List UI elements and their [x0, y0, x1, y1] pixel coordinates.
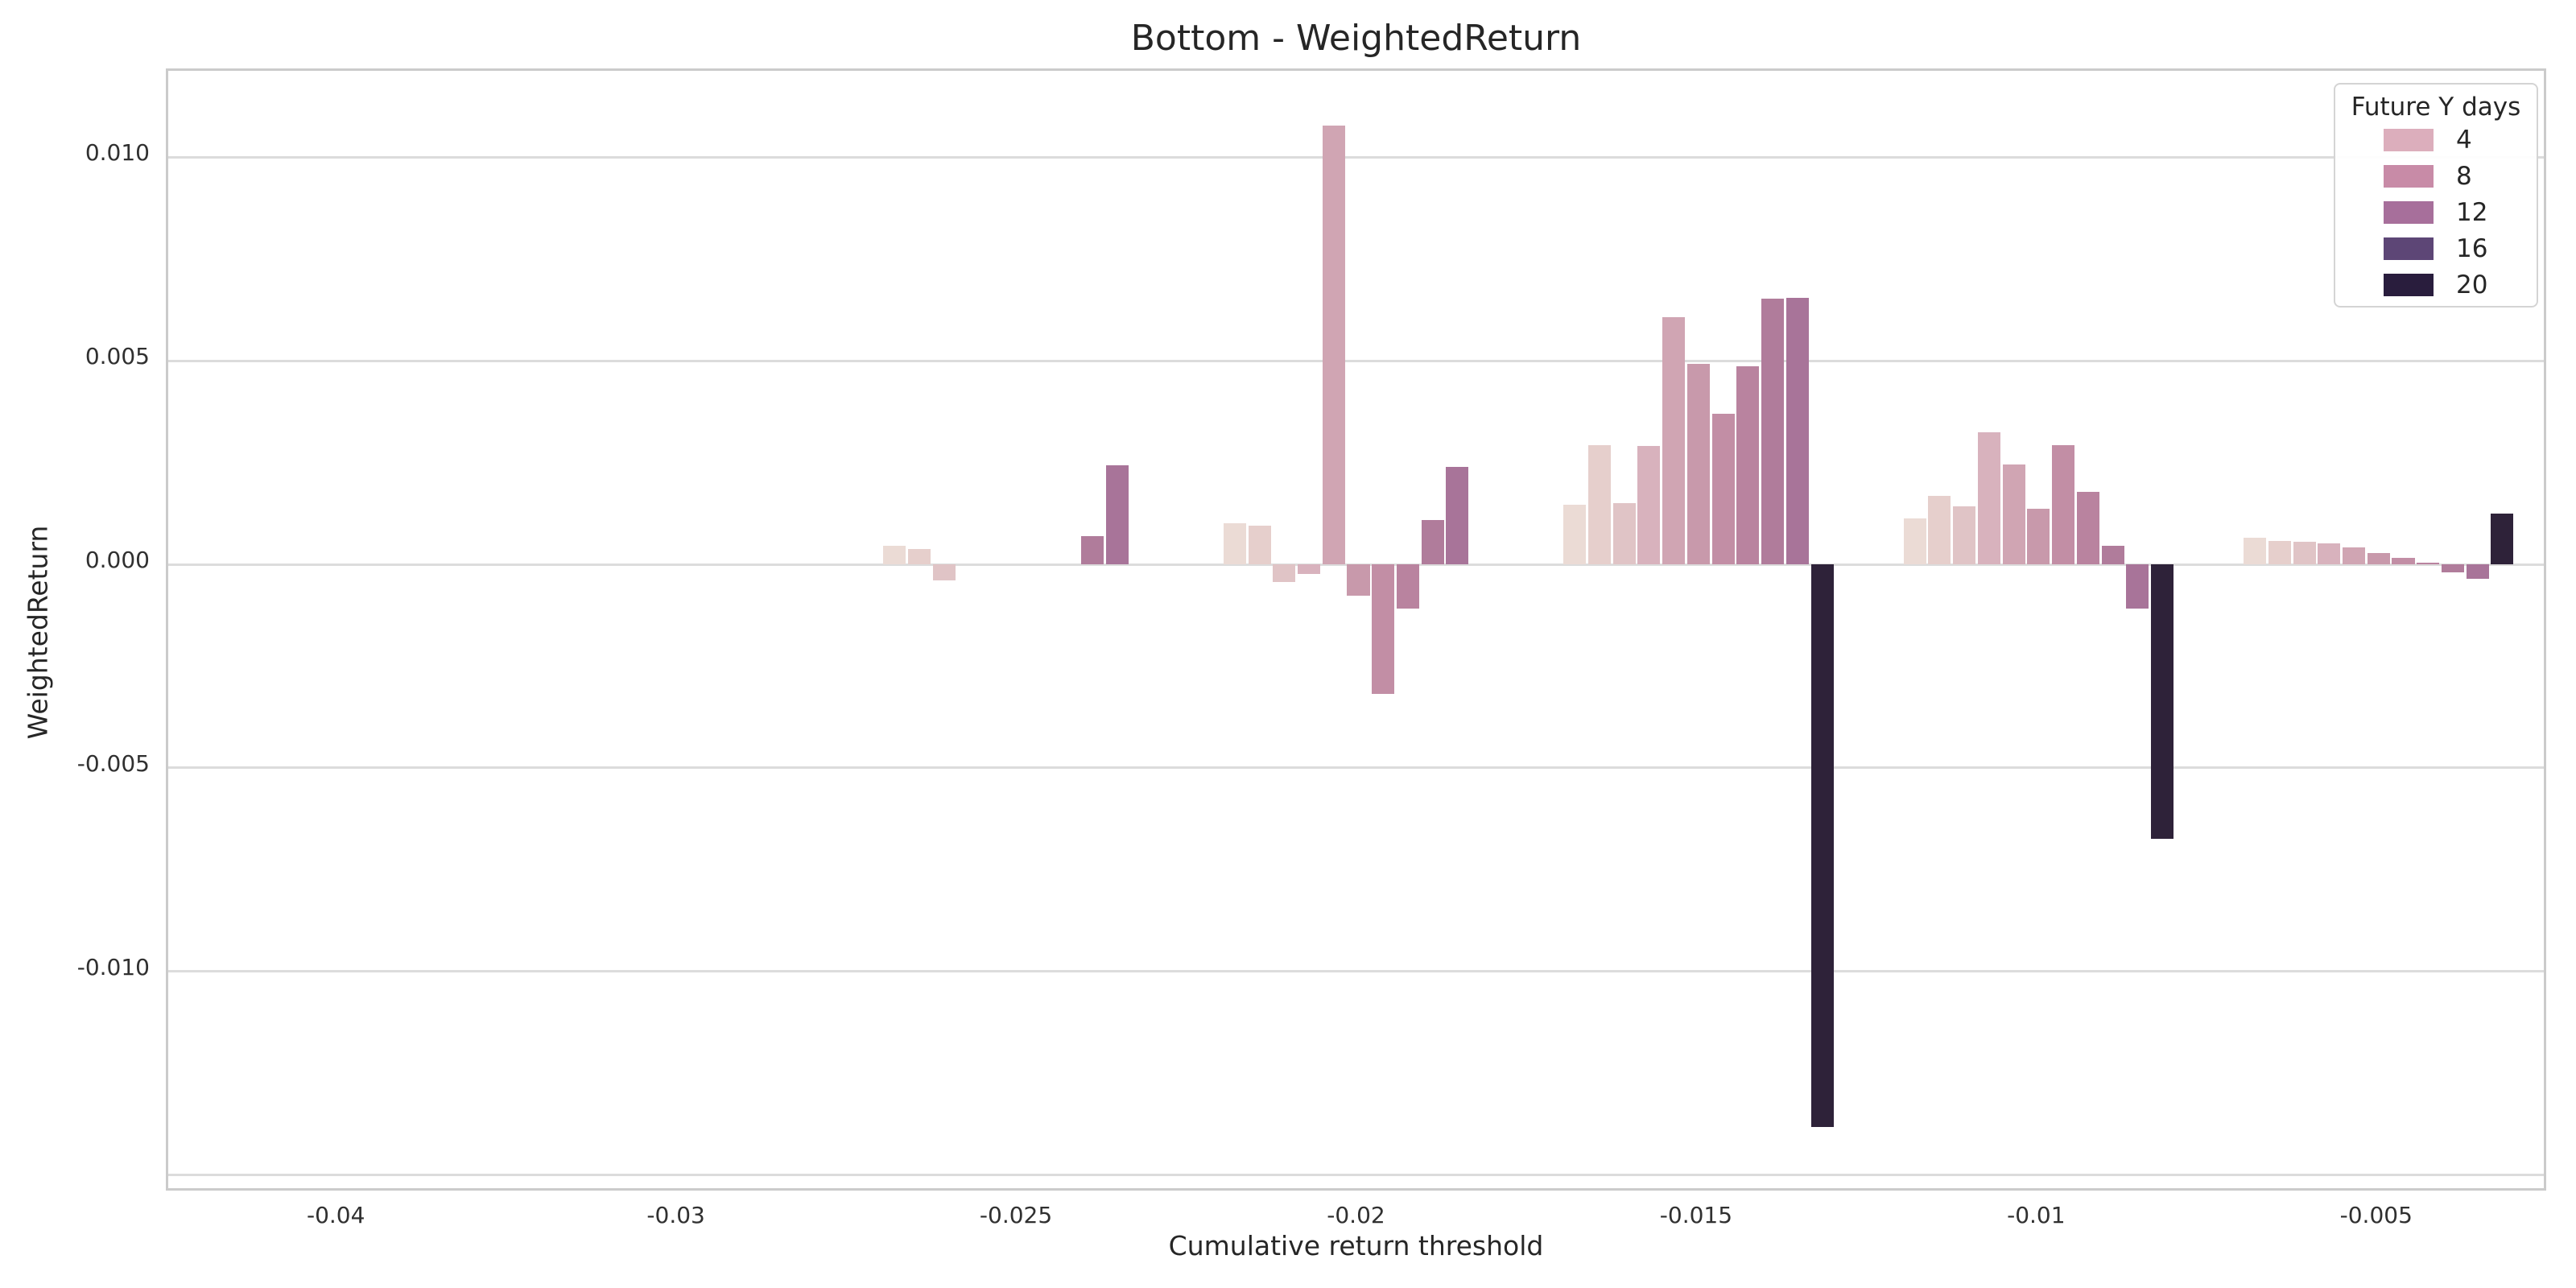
bar[interactable] [2392, 558, 2415, 565]
legend-rows: 4 8 12 16 20 [2335, 122, 2537, 303]
legend-label: 16 [2456, 233, 2488, 263]
x-axis-label: Cumulative return threshold [1168, 1230, 1544, 1261]
legend-title: Future Y days [2351, 93, 2521, 122]
legend-entry: 4 [2335, 122, 2537, 158]
plot-area [166, 68, 2546, 1191]
bar[interactable] [1977, 431, 2000, 565]
bar[interactable] [1928, 496, 1951, 565]
bar[interactable] [883, 546, 906, 565]
legend-swatch [2384, 164, 2434, 188]
bar[interactable] [932, 564, 956, 581]
bar[interactable] [2244, 537, 2267, 565]
x-axis-tick-label: -0.01 [2007, 1202, 2066, 1228]
bar[interactable] [1081, 535, 1104, 565]
legend-label: 8 [2456, 161, 2472, 191]
bar[interactable] [1421, 520, 1444, 565]
bar[interactable] [2491, 513, 2514, 565]
bar[interactable] [1686, 363, 1710, 565]
gridline [168, 155, 2544, 159]
bar[interactable] [2126, 564, 2149, 609]
gridline [168, 766, 2544, 770]
legend-entry: 20 [2335, 266, 2537, 303]
x-axis-tick-label: -0.04 [306, 1202, 365, 1228]
bar[interactable] [1248, 525, 1271, 565]
legend-swatch [2384, 200, 2434, 224]
bar[interactable] [1785, 297, 1809, 565]
bar[interactable] [1347, 564, 1370, 596]
x-axis-tick-label: -0.025 [979, 1202, 1053, 1228]
bar[interactable] [2052, 444, 2075, 565]
bar[interactable] [2101, 545, 2124, 565]
bar[interactable] [1563, 505, 1587, 565]
x-axis-tick-label: -0.015 [1659, 1202, 1733, 1228]
y-axis-label: WeightedReturn [22, 525, 54, 740]
bar[interactable] [1223, 522, 1246, 565]
legend: Future Y days 4 8 12 16 20 [2334, 83, 2538, 308]
bar[interactable] [1736, 366, 1760, 565]
y-axis-tick-label: 0.000 [85, 547, 150, 574]
bar[interactable] [2268, 541, 2291, 565]
legend-label: 4 [2456, 125, 2472, 155]
bar[interactable] [2002, 464, 2025, 565]
gridline [168, 1174, 2544, 1177]
bar[interactable] [1588, 445, 1612, 565]
legend-swatch [2384, 128, 2434, 151]
bar[interactable] [1711, 413, 1735, 565]
bar[interactable] [1903, 518, 1926, 565]
bar[interactable] [2293, 542, 2316, 565]
bar[interactable] [2076, 492, 2099, 565]
y-axis-tick-label: 0.010 [85, 139, 150, 167]
bar[interactable] [1662, 316, 1686, 565]
bar[interactable] [1322, 125, 1345, 565]
bar[interactable] [2027, 508, 2050, 565]
legend-entry: 16 [2335, 230, 2537, 266]
bar[interactable] [1612, 502, 1636, 565]
bar[interactable] [2367, 553, 2390, 565]
x-axis-tick-label: -0.02 [1327, 1202, 1385, 1228]
legend-swatch [2384, 237, 2434, 260]
y-axis-tick-label: -0.005 [76, 749, 150, 777]
bar[interactable] [1953, 506, 1976, 565]
gridline [168, 970, 2544, 973]
bar[interactable] [1810, 564, 1834, 1127]
bar[interactable] [1298, 564, 1321, 575]
x-axis-tick-label: -0.005 [2339, 1202, 2413, 1228]
bar[interactable] [1446, 466, 1469, 565]
bar[interactable] [2466, 564, 2489, 579]
chart-title: Bottom - WeightedReturn [1130, 18, 1582, 59]
bar[interactable] [908, 548, 931, 565]
bar[interactable] [2318, 543, 2341, 565]
legend-entry: 8 [2335, 158, 2537, 194]
bar[interactable] [2150, 564, 2174, 840]
legend-label: 12 [2456, 197, 2488, 227]
gridline [168, 359, 2544, 362]
bar[interactable] [2441, 564, 2464, 572]
y-axis-tick-label: -0.010 [76, 953, 150, 980]
legend-entry: 12 [2335, 194, 2537, 230]
legend-swatch [2384, 273, 2434, 296]
bar[interactable] [1637, 445, 1661, 565]
bar[interactable] [1273, 564, 1296, 582]
x-axis-tick-label: -0.03 [646, 1202, 705, 1228]
bar[interactable] [1372, 564, 1395, 694]
legend-label: 20 [2456, 270, 2488, 299]
bar[interactable] [1761, 298, 1785, 565]
bar[interactable] [2417, 562, 2440, 565]
bar[interactable] [2343, 547, 2366, 565]
bar[interactable] [1105, 465, 1129, 565]
bar[interactable] [1396, 564, 1419, 609]
y-axis-tick-label: 0.005 [85, 343, 150, 370]
